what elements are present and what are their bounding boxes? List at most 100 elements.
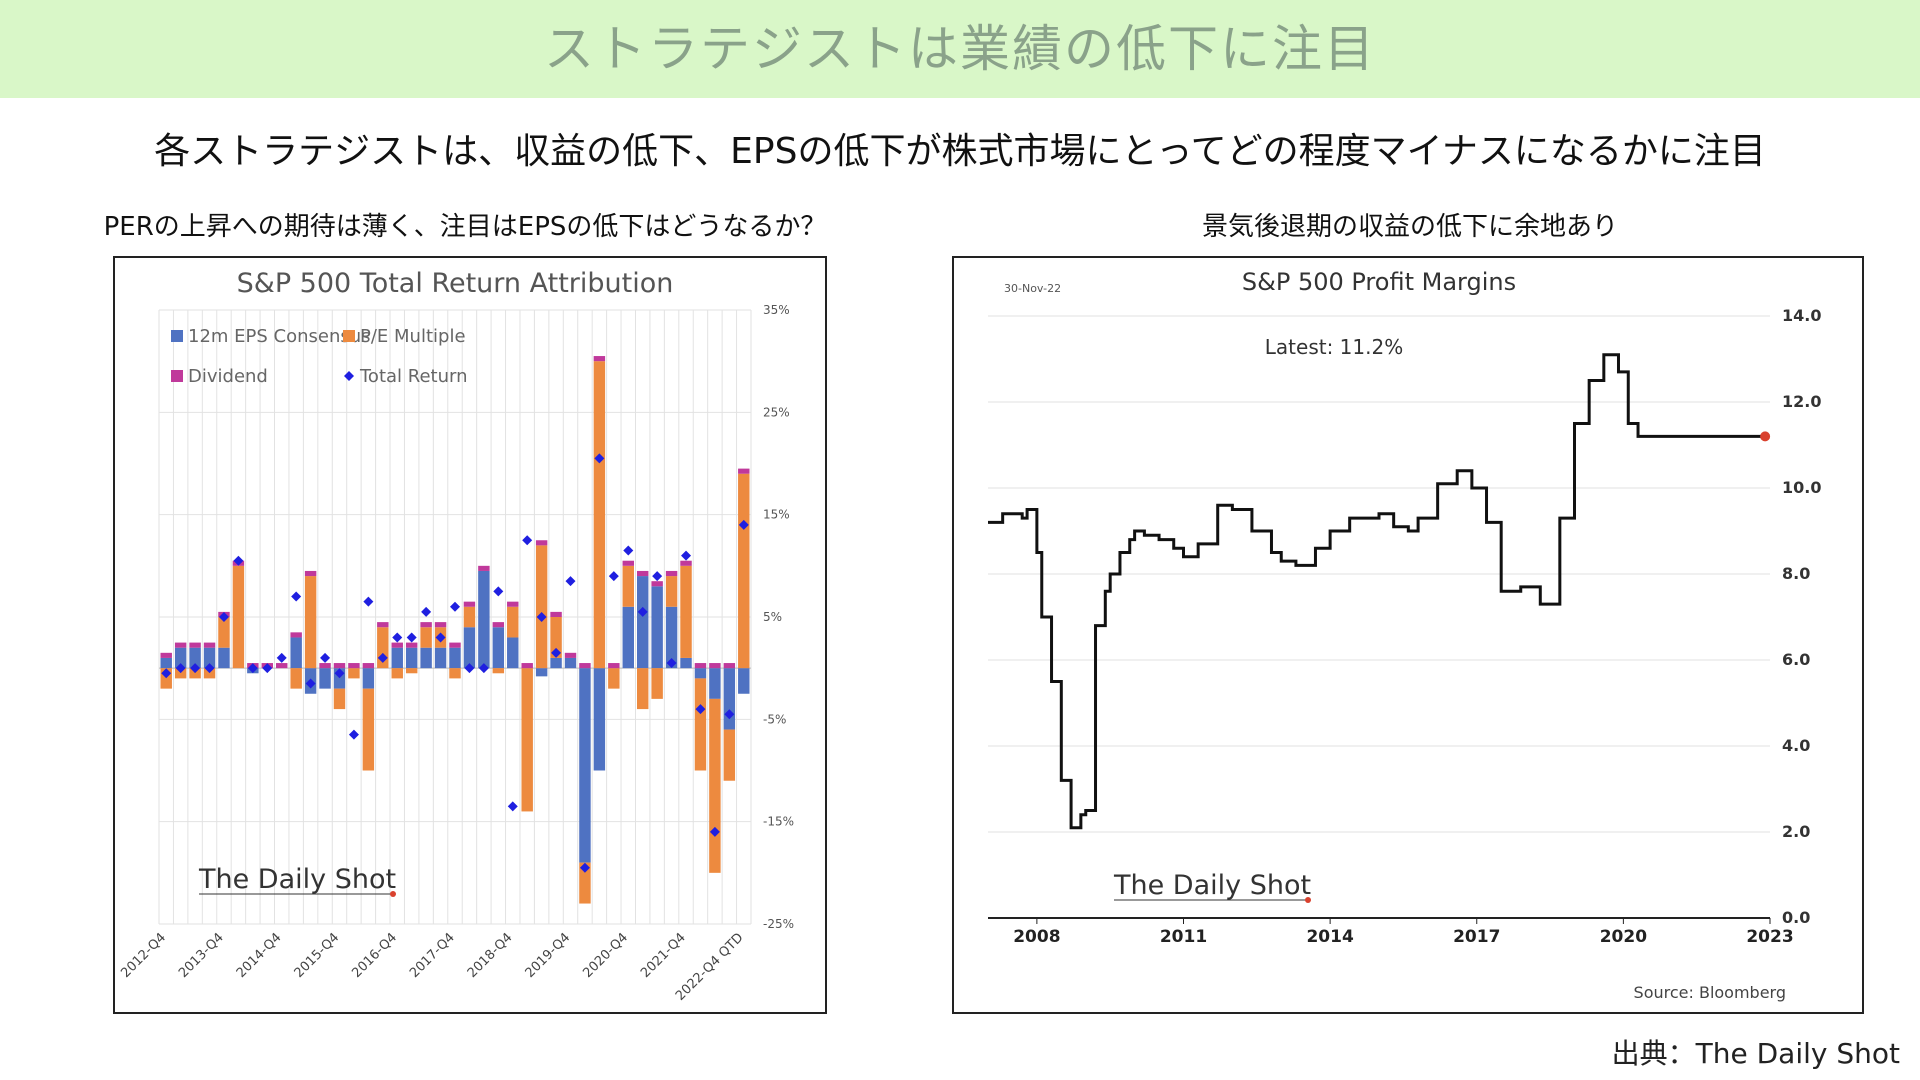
eps-consensus-bar xyxy=(680,657,692,669)
dividend-bar xyxy=(478,565,490,571)
x-tick-label: 2017 xyxy=(1453,927,1500,947)
eps-consensus-bar xyxy=(362,668,375,689)
dividend-bar xyxy=(189,642,201,648)
eps-consensus-bar xyxy=(478,570,490,669)
eps-consensus-bar xyxy=(579,668,591,863)
pe-multiple-bar xyxy=(304,576,317,669)
dividend-bar xyxy=(622,560,634,566)
pe-multiple-bar xyxy=(160,668,172,689)
pe-multiple-bar xyxy=(723,729,736,781)
total-return-marker xyxy=(406,632,417,643)
eps-consensus-bar xyxy=(333,668,346,689)
latest-value-marker xyxy=(1760,431,1771,442)
pe-multiple-bar xyxy=(535,545,548,669)
dividend-bar xyxy=(492,622,505,628)
y-tick-label: 12.0 xyxy=(1782,392,1821,411)
dividend-bar xyxy=(738,468,750,474)
pe-multiple-bar xyxy=(651,668,663,699)
pe-multiple-bar xyxy=(709,698,721,873)
eps-consensus-bar xyxy=(449,647,461,669)
pe-multiple-bar xyxy=(377,627,389,669)
pe-multiple-bar xyxy=(203,668,216,679)
dividend-bar xyxy=(160,652,172,658)
x-tick-label: 2023 xyxy=(1746,927,1793,947)
eps-consensus-bar xyxy=(203,647,216,669)
eps-consensus-bar xyxy=(622,606,634,669)
total-return-marker xyxy=(291,591,302,602)
page-title: ストラテジストは業績の低下に注目 xyxy=(544,20,1376,78)
pe-multiple-bar xyxy=(492,668,505,674)
total-return-marker xyxy=(507,801,518,812)
dividend-bar xyxy=(304,570,317,577)
y-tick-label: 10.0 xyxy=(1782,478,1821,497)
legend-label: Total Return xyxy=(359,366,468,387)
total-return-marker xyxy=(247,663,258,674)
pe-multiple-bar xyxy=(680,565,692,658)
total-return-marker xyxy=(450,601,460,612)
eps-consensus-bar xyxy=(174,647,187,669)
total-return-marker xyxy=(161,668,172,679)
eps-consensus-bar xyxy=(160,657,172,669)
eps-consensus-bar xyxy=(507,637,519,669)
dividend-bar xyxy=(651,581,663,587)
eps-consensus-bar xyxy=(189,647,201,669)
x-tick-label: 2020 xyxy=(1600,927,1647,947)
chart-source-label: Source: Bloomberg xyxy=(1634,983,1786,1002)
x-tick-label: 2021-Q4 xyxy=(638,930,689,981)
eps-consensus-bar xyxy=(319,668,331,689)
x-tick-label: 2018-Q4 xyxy=(465,930,516,981)
chart-title: S&P 500 Profit Margins xyxy=(1242,268,1516,296)
total-return-marker xyxy=(233,555,244,566)
eps-consensus-bar xyxy=(738,668,750,694)
dividend-bar xyxy=(507,601,519,607)
legend-swatch xyxy=(171,330,183,342)
pe-multiple-bar xyxy=(348,668,360,679)
y-tick-label: 15% xyxy=(763,508,790,522)
x-tick-label: 2016-Q4 xyxy=(349,930,400,981)
pe-multiple-bar xyxy=(608,668,620,689)
y-tick-label: 6.0 xyxy=(1782,650,1810,669)
x-tick-label: 2020-Q4 xyxy=(580,930,631,981)
dividend-bar xyxy=(203,642,216,648)
total-return-marker xyxy=(305,678,316,689)
pe-multiple-bar xyxy=(232,565,245,669)
dividend-bar xyxy=(333,663,346,669)
daily-shot-watermark: The Daily Shot xyxy=(1113,870,1311,901)
chart-date-label: 30-Nov-22 xyxy=(1004,282,1061,295)
pe-multiple-bar xyxy=(362,688,375,771)
y-tick-label: 25% xyxy=(763,405,790,419)
dividend-bar xyxy=(521,663,533,669)
y-tick-label: 8.0 xyxy=(1782,564,1810,583)
total-return-marker xyxy=(738,519,749,530)
y-tick-label: 2.0 xyxy=(1782,822,1810,841)
eps-consensus-bar xyxy=(709,668,721,699)
dividend-bar xyxy=(348,663,360,669)
x-tick-label: 2019-Q4 xyxy=(523,930,574,981)
y-tick-label: 5% xyxy=(763,610,782,624)
pe-multiple-bar xyxy=(174,668,187,679)
eps-consensus-bar xyxy=(564,657,577,669)
total-return-marker xyxy=(551,647,562,658)
total-return-marker xyxy=(320,652,331,663)
total-return-marker xyxy=(724,709,735,720)
total-return-marker xyxy=(435,632,446,643)
eps-consensus-bar xyxy=(694,668,707,679)
pe-multiple-bar xyxy=(463,606,476,628)
left-chart-panel: 35% 25% 15% 5% -5% -15% -25% S&P 500 Total Retu… xyxy=(113,256,827,1014)
total-return-marker xyxy=(594,453,605,464)
total-return-marker xyxy=(392,632,403,643)
dividend-bar xyxy=(579,663,591,669)
dividend-bar xyxy=(593,356,606,362)
pe-multiple-bar xyxy=(391,668,403,679)
x-tick-label: 2015-Q4 xyxy=(292,930,343,981)
dividend-bar xyxy=(319,663,331,669)
dividend-bar xyxy=(665,570,678,577)
dividend-bar xyxy=(362,663,375,669)
pe-multiple-bar xyxy=(622,565,634,607)
dividend-bar xyxy=(709,663,721,669)
eps-consensus-bar xyxy=(434,647,447,669)
total-return-marker xyxy=(190,663,201,674)
dividend-bar xyxy=(391,642,403,648)
pe-multiple-bar xyxy=(579,862,591,904)
y-tick-label: -15% xyxy=(763,815,794,829)
